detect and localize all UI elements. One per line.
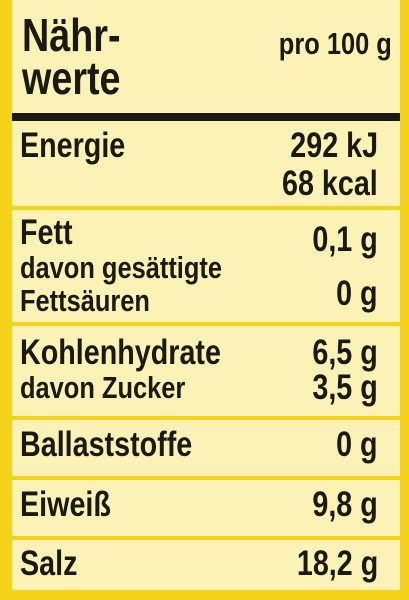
value: 18,2 g: [296, 544, 378, 583]
unit: pro 100 g: [278, 26, 392, 61]
label: Salz: [20, 544, 78, 583]
label: davon gesättigte: [20, 250, 222, 285]
value: 292 kJ: [290, 126, 378, 165]
row-panel: [12, 540, 400, 590]
value: 3,5 g: [312, 368, 378, 407]
header-rule: [12, 113, 400, 121]
header-panel: [12, 0, 400, 113]
value: 0,1 g: [312, 220, 378, 259]
label: Fett: [20, 213, 73, 252]
value: 0 g: [336, 425, 378, 464]
row-panel: [12, 480, 400, 536]
row-panel: [12, 210, 400, 322]
value: 68 kcal: [282, 164, 378, 203]
title: werte: [22, 52, 121, 104]
label: Ballaststoffe: [20, 425, 193, 464]
row-panel: [12, 420, 400, 476]
label: Fettsäuren: [20, 283, 150, 318]
value: 6,5 g: [312, 333, 378, 372]
label: davon Zucker: [20, 370, 186, 405]
label: Energie: [20, 126, 126, 165]
row-panel: [12, 326, 400, 416]
value: 0 g: [336, 274, 378, 313]
title: Nähr-: [22, 9, 121, 61]
label: Eiweiß: [20, 485, 111, 524]
label: Kohlenhydrate: [20, 333, 221, 372]
row-panel: [12, 121, 400, 206]
value: 9,8 g: [312, 485, 378, 524]
